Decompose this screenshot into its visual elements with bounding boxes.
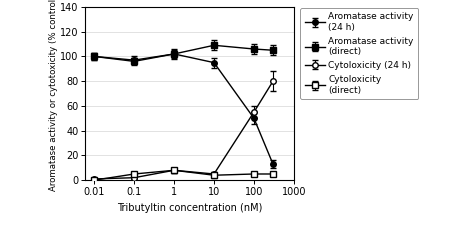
Legend: Aromatase activity
(24 h), Aromatase activity
(direct), Cytoloxicity (24 h), Cyt: Aromatase activity (24 h), Aromatase act…	[301, 8, 419, 99]
Y-axis label: Aromatase activity or cytotoxicity (% control): Aromatase activity or cytotoxicity (% co…	[49, 0, 58, 191]
X-axis label: Tributyltin concentration (nM): Tributyltin concentration (nM)	[117, 203, 262, 213]
